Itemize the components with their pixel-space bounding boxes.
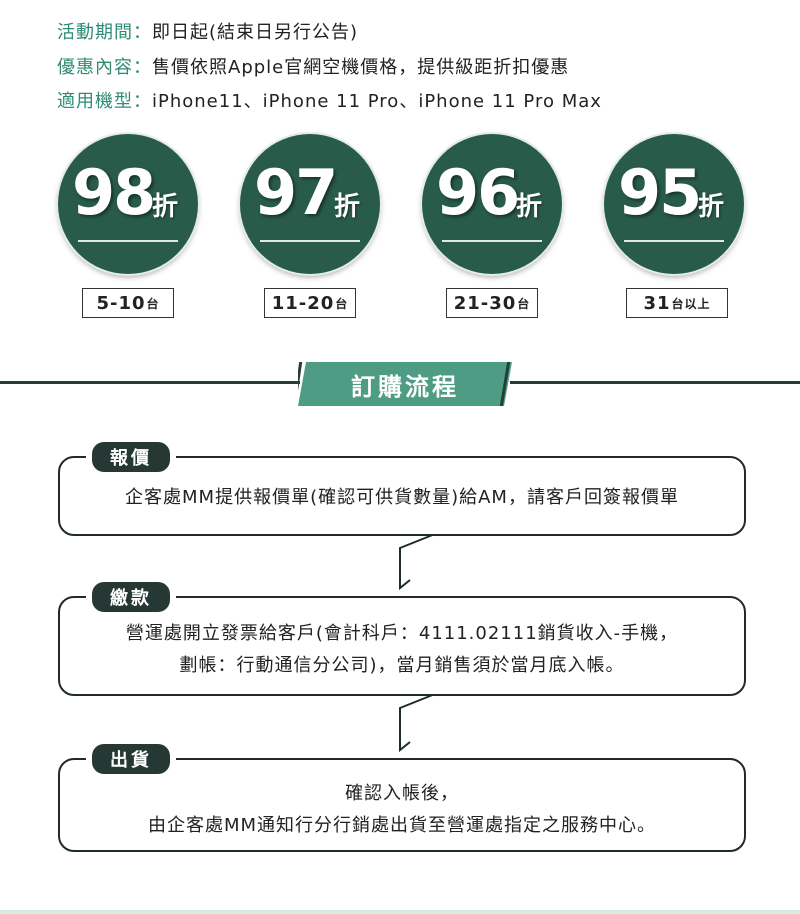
quantity-range: 5-10 台 — [82, 288, 174, 318]
step-text: 營運處開立發票給客戶(會計科戶：4111.02111銷貨收入-手機， 劃帳：行動… — [60, 618, 744, 682]
discount-unit: 折 — [152, 192, 179, 222]
discount-value: 96 — [436, 156, 520, 229]
quantity-unit: 台 — [517, 296, 531, 311]
discount-value: 97 — [254, 156, 338, 229]
discount-value: 98 — [72, 156, 156, 229]
quantity-range: 21-30 台 — [446, 288, 538, 318]
quantity-unit: 台 — [146, 296, 160, 311]
banner-shape — [298, 362, 512, 406]
step-shipping: 出貨 確認入帳後， 由企客處MM通知行分行銷處出貨至營運處指定之服務中心。 — [58, 744, 746, 852]
divider-line-left — [0, 381, 300, 384]
section-banner: 訂購流程 — [298, 362, 512, 406]
discount-unit: 折 — [334, 192, 361, 222]
step-tag: 出貨 — [92, 744, 170, 774]
discount-unit: 折 — [516, 192, 543, 222]
info-row-period: 活動期間：即日起(結束日另行公告) — [57, 18, 358, 44]
info-value: iPhone11、iPhone 11 Pro、iPhone 11 Pro Max — [152, 91, 602, 112]
info-row-offer: 優惠內容：售價依照Apple官網空機價格，提供級距折扣優惠 — [57, 53, 569, 79]
discount-badge-97: 97 折 — [240, 134, 380, 274]
step-text: 企客處MM提供報價單(確認可供貨數量)給AM，請客戶回簽報價單 — [60, 482, 744, 514]
info-value: 售價依照Apple官網空機價格，提供級距折扣優惠 — [152, 57, 570, 78]
quantity-unit: 台以上 — [671, 296, 711, 311]
info-label: 優惠內容： — [57, 57, 152, 78]
step-payment: 繳款 營運處開立發票給客戶(會計科戶：4111.02111銷貨收入-手機， 劃帳… — [58, 582, 746, 696]
badge-underline — [442, 240, 542, 242]
step-tag: 繳款 — [92, 582, 170, 612]
discount-badge-98: 98 折 — [58, 134, 198, 274]
discount-badge-95: 95 折 — [604, 134, 744, 274]
step-line: 確認入帳後， — [345, 783, 459, 804]
badge-underline — [624, 240, 724, 242]
quantity-value: 5-10 — [96, 292, 146, 314]
discount-value: 95 — [618, 156, 702, 229]
step-line: 營運處開立發票給客戶(會計科戶：4111.02111銷貨收入-手機， — [125, 623, 679, 644]
step-text: 確認入帳後， 由企客處MM通知行分行銷處出貨至營運處指定之服務中心。 — [60, 778, 744, 842]
quantity-value: 11-20 — [271, 292, 335, 314]
bottom-divider — [0, 910, 800, 914]
badge-underline — [78, 240, 178, 242]
quantity-range: 31 台以上 — [626, 288, 728, 318]
quantity-range: 11-20 台 — [264, 288, 356, 318]
info-value: 即日起(結束日另行公告) — [152, 22, 359, 43]
step-quote: 報價 企客處MM提供報價單(確認可供貨數量)給AM，請客戶回簽報價單 — [58, 442, 746, 536]
quantity-unit: 台 — [335, 296, 349, 311]
step-line: 企客處MM提供報價單(確認可供貨數量)給AM，請客戶回簽報價單 — [125, 487, 679, 508]
info-row-models: 適用機型：iPhone11、iPhone 11 Pro、iPhone 11 Pr… — [57, 87, 602, 113]
quantity-value: 21-30 — [453, 292, 517, 314]
section-title: 訂購流程 — [351, 372, 459, 401]
divider-line-right — [510, 381, 800, 384]
step-line: 由企客處MM通知行分行銷處出貨至營運處指定之服務中心。 — [147, 815, 657, 836]
quantity-value: 31 — [643, 292, 671, 314]
step-line: 劃帳：行動通信分公司)，當月銷售須於當月底入帳。 — [179, 655, 625, 676]
discount-unit: 折 — [698, 192, 725, 222]
step-tag: 報價 — [92, 442, 170, 472]
info-label: 活動期間： — [57, 22, 152, 43]
discount-badge-96: 96 折 — [422, 134, 562, 274]
badge-underline — [260, 240, 360, 242]
info-label: 適用機型： — [57, 91, 152, 112]
